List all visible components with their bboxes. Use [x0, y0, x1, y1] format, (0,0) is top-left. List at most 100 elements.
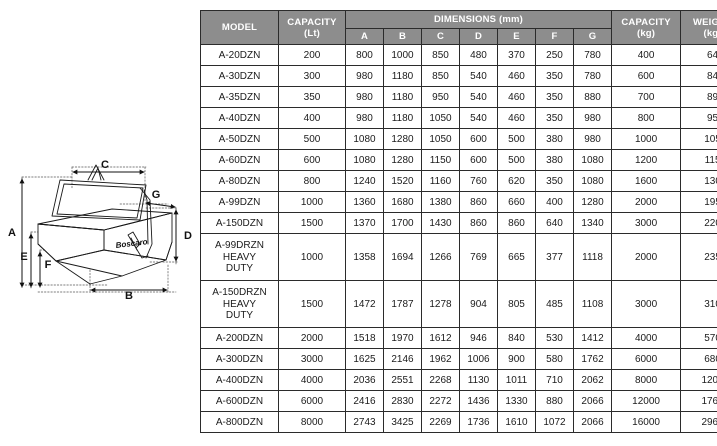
- cell-model: A-60DZN: [200, 149, 279, 172]
- cell-dim-c: 1050: [421, 107, 460, 130]
- cell-dim-g: 1080: [572, 170, 613, 193]
- header-weight-kg-line1: WEIGHT: [692, 16, 717, 28]
- dim-label-e: E: [20, 251, 27, 263]
- cell-model: A-300DZN: [200, 348, 279, 371]
- cell-dim-a: 800: [345, 44, 384, 67]
- cell-dim-b: 1520: [383, 170, 422, 193]
- cell-dim-f: 350: [535, 107, 574, 130]
- cell-dim-a: 1360: [345, 191, 384, 214]
- cell-dim-b: 1700: [383, 212, 422, 235]
- cell-dim-e: 860: [497, 212, 536, 235]
- model-line: A-800DZN: [215, 416, 264, 428]
- lifting-handle: [87, 164, 105, 181]
- cell-dim-e: 900: [497, 348, 536, 371]
- header-dim-a: A: [345, 28, 384, 46]
- cell-dim-c: 850: [421, 65, 460, 88]
- cell-model: A-200DZN: [200, 327, 279, 350]
- cell-dim-d: 1436: [459, 390, 498, 413]
- cell-dim-b: 1280: [383, 149, 422, 172]
- cell-dim-f: 380: [535, 149, 574, 172]
- cell-dim-b: 1180: [383, 107, 422, 130]
- cell-dim-d: 760: [459, 170, 498, 193]
- cell-dim-f: 250: [535, 44, 574, 67]
- cell-model: A-800DZN: [200, 411, 279, 434]
- model-line: A-400DZN: [215, 374, 264, 386]
- cell-weight-kg: 95: [680, 107, 717, 130]
- cell-dim-d: 1736: [459, 411, 498, 434]
- cell-dim-g: 2066: [572, 411, 613, 434]
- cell-dim-b: 1280: [383, 128, 422, 151]
- cell-weight-kg: 235: [680, 233, 717, 282]
- cell-model: A-50DZN: [200, 128, 279, 151]
- cell-dim-e: 660: [497, 191, 536, 214]
- cell-dim-c: 1150: [421, 149, 460, 172]
- cell-capacity-kg: 1600: [611, 170, 682, 193]
- cell-dim-a: 1518: [345, 327, 384, 350]
- cell-dim-e: 620: [497, 170, 536, 193]
- table-row: A-150DRZN HEAVY DUTY 1500 1472 1787 1278 904 805…: [200, 280, 717, 329]
- cell-dim-e: 1610: [497, 411, 536, 434]
- cell-capacity-lt: 3000: [278, 348, 346, 371]
- model-line: HEAVY: [222, 251, 257, 263]
- cell-dim-f: 1072: [535, 411, 574, 434]
- cell-capacity-lt: 2000: [278, 327, 346, 350]
- dim-label-a: A: [8, 227, 16, 239]
- cell-capacity-lt: 300: [278, 65, 346, 88]
- cell-weight-kg: 1200: [680, 369, 717, 392]
- cell-dim-g: 780: [572, 65, 613, 88]
- model-line: A-150DZN: [215, 217, 264, 229]
- table-row: A-20DZN 200 800 1000 850 480 370 250 780 400 64: [200, 44, 717, 67]
- model-line: A-35DZN: [218, 91, 261, 103]
- table-row: A-99DRZN HEAVY DUTY 1000 1358 1694 1266 769 665 3…: [200, 233, 717, 282]
- dim-label-g: G: [152, 189, 161, 201]
- table-row: A-200DZN 2000 1518 1970 1612 946 840 530 1412 400…: [200, 327, 717, 350]
- cell-dim-b: 2830: [383, 390, 422, 413]
- model-line: A-300DZN: [215, 353, 264, 365]
- cell-weight-kg: 105: [680, 128, 717, 151]
- model-line: A-150DRZN: [212, 286, 267, 298]
- cell-weight-kg: 89: [680, 86, 717, 109]
- cell-dim-e: 460: [497, 86, 536, 109]
- dim-label-c: C: [101, 159, 109, 171]
- cell-dim-b: 1787: [383, 280, 422, 329]
- dim-label-d: D: [184, 230, 192, 242]
- header-model: MODEL: [200, 9, 279, 46]
- cell-dim-f: 530: [535, 327, 574, 350]
- dim-label-f: F: [45, 259, 52, 271]
- cell-weight-kg: 130: [680, 170, 717, 193]
- cell-weight-kg: 115: [680, 149, 717, 172]
- model-line: A-80DZN: [218, 175, 261, 187]
- table-header: MODEL CAPACITY (Lt) DIMENSIONS (mm) CAPA…: [200, 9, 717, 46]
- cell-dim-c: 1380: [421, 191, 460, 214]
- cell-capacity-kg: 800: [611, 107, 682, 130]
- cell-dim-g: 1412: [572, 327, 613, 350]
- cell-weight-kg: 195: [680, 191, 717, 214]
- cell-capacity-lt: 800: [278, 170, 346, 193]
- model-line: DUTY: [225, 263, 254, 275]
- table-row: A-80DZN 800 1240 1520 1160 760 620 350 1080 1600 1…: [200, 170, 717, 193]
- release-lever: [127, 231, 149, 259]
- cell-dim-c: 1962: [421, 348, 460, 371]
- header-dim-f: F: [535, 28, 574, 46]
- cell-dim-f: 485: [535, 280, 574, 329]
- cell-dim-b: 2146: [383, 348, 422, 371]
- cell-dim-a: 2416: [345, 390, 384, 413]
- cell-dim-a: 980: [345, 65, 384, 88]
- cell-weight-kg: 2965: [680, 411, 717, 434]
- cell-capacity-lt: 600: [278, 149, 346, 172]
- cell-model: A-99DZN: [200, 191, 279, 214]
- table-row: A-40DZN 400 980 1180 1050 540 460 350 980 800 95: [200, 107, 717, 130]
- cell-capacity-kg: 400: [611, 44, 682, 67]
- cell-dim-f: 710: [535, 369, 574, 392]
- cell-dim-d: 600: [459, 128, 498, 151]
- cell-dim-g: 1080: [572, 149, 613, 172]
- cell-model: A-600DZN: [200, 390, 279, 413]
- cell-dim-e: 805: [497, 280, 536, 329]
- header-weight-kg-line2: (kg): [703, 27, 717, 39]
- cell-dim-c: 1612: [421, 327, 460, 350]
- cell-dim-b: 1970: [383, 327, 422, 350]
- skip-body: [37, 208, 173, 285]
- cell-capacity-kg: 16000: [611, 411, 682, 434]
- cell-dim-c: 1430: [421, 212, 460, 235]
- model-line: HEAVY: [222, 298, 257, 310]
